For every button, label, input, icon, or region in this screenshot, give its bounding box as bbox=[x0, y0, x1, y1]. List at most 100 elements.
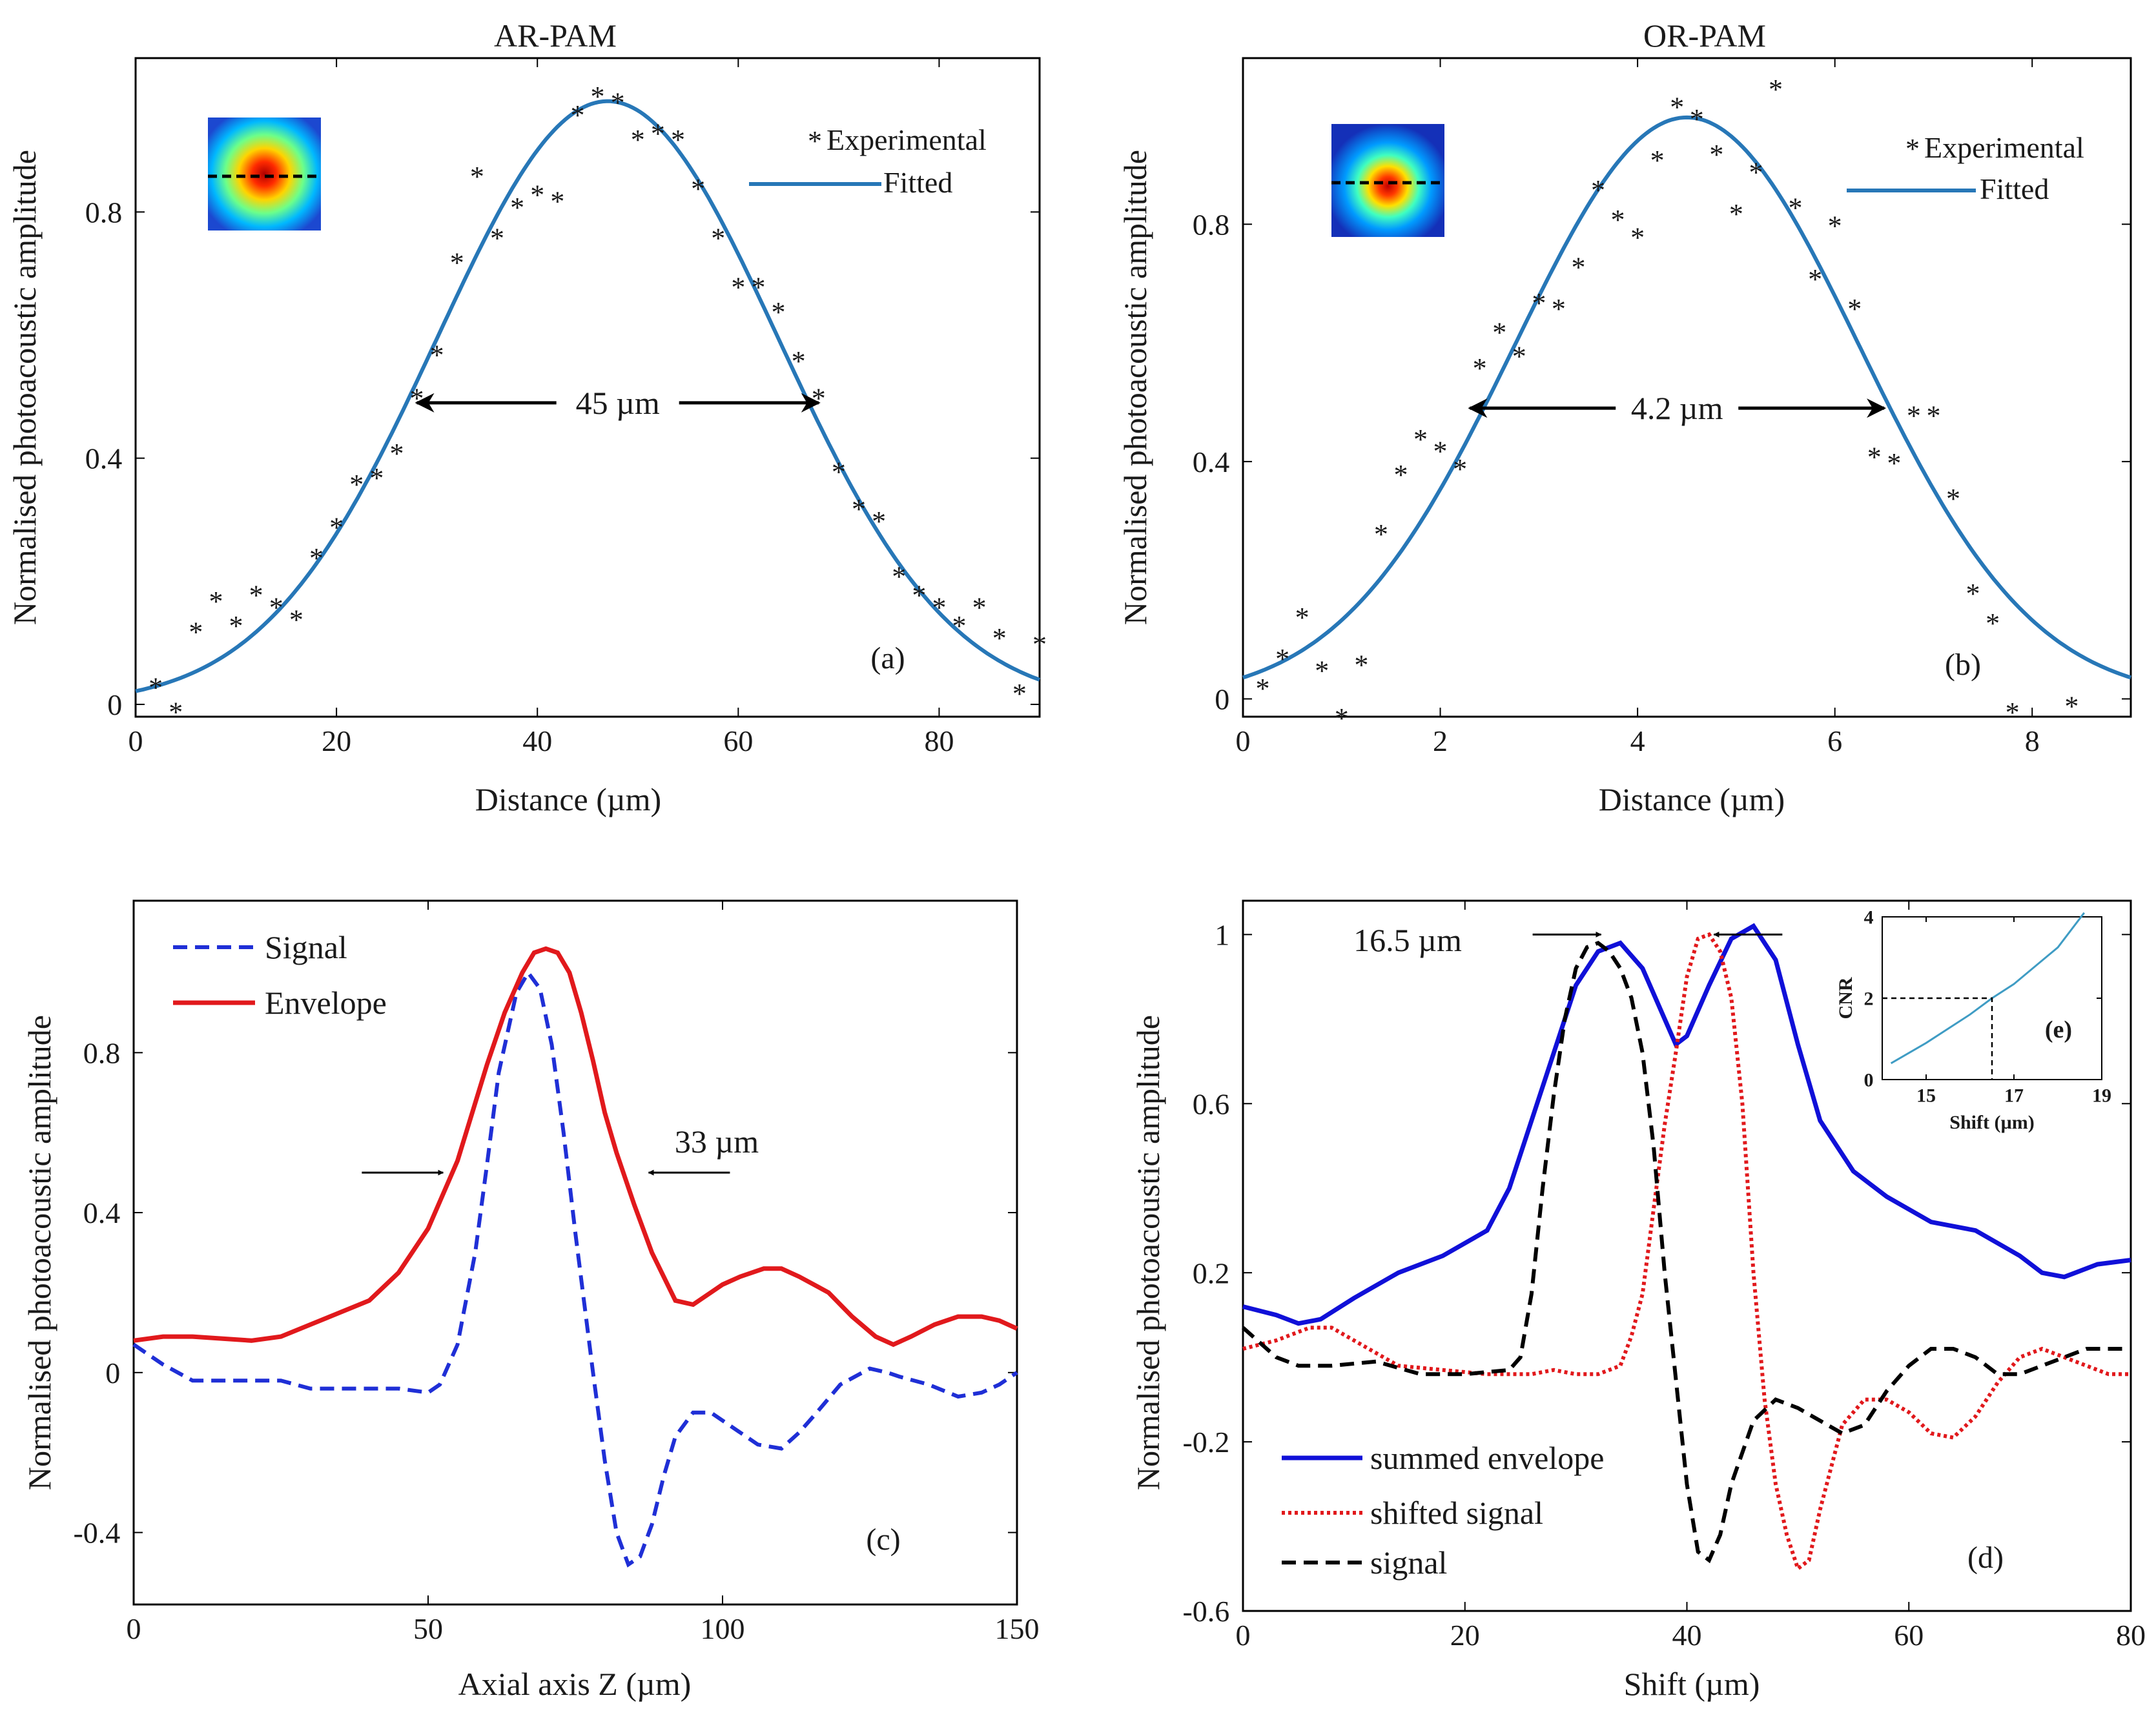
x-tick-label: 100 bbox=[701, 1612, 745, 1645]
panel-e-marker-lines bbox=[1882, 997, 1993, 1080]
panel-b-legend-fitted: Fitted bbox=[1980, 172, 2049, 205]
x-tick-label: 0 bbox=[127, 1612, 141, 1645]
experimental-point: * bbox=[349, 469, 364, 500]
x-tick-label: 50 bbox=[413, 1612, 443, 1645]
y-tick-label: 0 bbox=[107, 688, 122, 721]
experimental-point: * bbox=[611, 87, 625, 119]
experimental-point: * bbox=[1650, 145, 1665, 176]
y-tick-label: -0.4 bbox=[73, 1517, 120, 1550]
x-tick-label: 80 bbox=[2116, 1619, 2146, 1652]
experimental-point: * bbox=[751, 272, 765, 303]
experimental-point: * bbox=[912, 579, 926, 611]
experimental-point: * bbox=[1808, 263, 1822, 295]
x-tick-label: 0 bbox=[1236, 724, 1251, 757]
panel-d-shifted-signal-line bbox=[1242, 932, 2131, 1572]
experimental-point: * bbox=[329, 511, 344, 543]
experimental-point: * bbox=[1926, 400, 1940, 431]
experimental-point: * bbox=[530, 179, 544, 211]
x-tick-label: 0 bbox=[128, 724, 143, 757]
experimental-point: * bbox=[369, 462, 384, 494]
experimental-point: * bbox=[1393, 459, 1408, 491]
panel-d-legend-signal: signal bbox=[1370, 1544, 1447, 1581]
panel-e-ylabel: CNR bbox=[1835, 977, 1856, 1019]
experimental-point: * bbox=[1295, 602, 1309, 633]
experimental-point: * bbox=[792, 345, 806, 377]
experimental-point: * bbox=[1453, 453, 1467, 485]
panel-a-ticks: 0 20 40 60 80 0 0.4 0.8 bbox=[85, 58, 1040, 757]
panel-a-title: AR-PAM bbox=[494, 17, 617, 54]
y-tick-label: 0.6 bbox=[1193, 1087, 1230, 1120]
panel-a-xlabel: Distance (µm) bbox=[475, 781, 661, 817]
experimental-point: * bbox=[1012, 678, 1027, 710]
panel-e-inset: 15 17 19 0 2 4 (e) Shift (µm) CNR bbox=[1835, 907, 2111, 1134]
panel-b-legend: * Experimental Fitted bbox=[1847, 131, 2084, 205]
panel-b-ticks: 0 2 4 6 8 0 0.4 0.8 bbox=[1193, 58, 2131, 757]
experimental-point: * bbox=[711, 222, 725, 254]
panel-b-title: OR-PAM bbox=[1643, 17, 1766, 54]
y-tick-label: 0.4 bbox=[83, 1196, 121, 1229]
experimental-point: * bbox=[269, 591, 283, 623]
experimental-point: * bbox=[1611, 204, 1625, 236]
experimental-point: * bbox=[1966, 578, 1980, 610]
y-tick-label: 0.2 bbox=[1193, 1256, 1230, 1289]
experimental-point: * bbox=[209, 586, 223, 617]
experimental-point: * bbox=[892, 561, 906, 593]
experimental-point: * bbox=[189, 617, 203, 648]
experimental-point: * bbox=[591, 81, 605, 112]
experimental-point: * bbox=[149, 671, 163, 703]
experimental-point: * bbox=[1749, 157, 1763, 189]
experimental-point: * bbox=[1275, 643, 1289, 675]
y-tick-label: 1 bbox=[1215, 918, 1229, 951]
panel-a-ylabel: Normalised photoacoustic amplitude bbox=[6, 150, 43, 625]
panel-e-xlabel: Shift (µm) bbox=[1949, 1112, 2034, 1133]
experimental-point: * bbox=[631, 124, 645, 156]
experimental-point: * bbox=[550, 185, 564, 217]
experimental-point: * bbox=[1413, 424, 1428, 455]
experimental-point: * bbox=[1433, 435, 1448, 467]
y-tick-label: -0.2 bbox=[1182, 1426, 1229, 1459]
y-tick-label: 0.4 bbox=[1193, 446, 1230, 478]
svg-text:*: * bbox=[808, 125, 822, 157]
panel-a-legend: * Experimental Fitted bbox=[749, 123, 987, 199]
panel-d-ylabel: Normalised photoacoustic amplitude bbox=[1130, 1015, 1166, 1490]
panel-a-legend-fitted: Fitted bbox=[883, 166, 952, 199]
panel-b-fwhm-label: 4.2 µm bbox=[1631, 390, 1723, 426]
y-tick-label: 0.8 bbox=[1193, 208, 1230, 241]
panel-d-legend-summed-envelope: summed envelope bbox=[1370, 1440, 1604, 1476]
x-tick-label: 80 bbox=[924, 724, 954, 757]
panel-d: 0 20 40 60 80-0.6-0.20.20.61 16.5 µm summed … bbox=[1130, 899, 2146, 1702]
experimental-point: * bbox=[309, 542, 323, 574]
panel-a-fwhm-label-bg bbox=[556, 383, 679, 422]
experimental-point: * bbox=[1256, 673, 1270, 704]
experimental-point: * bbox=[832, 456, 846, 488]
experimental-point: * bbox=[691, 173, 705, 205]
panel-a-legend-experimental: Experimental bbox=[826, 123, 987, 156]
experimental-point: * bbox=[1847, 293, 1862, 325]
experimental-point: * bbox=[1512, 340, 1526, 372]
x-tick-label: 6 bbox=[1827, 724, 1842, 757]
panel-a-fitted-curve bbox=[135, 99, 1041, 693]
x-tick-label: 8 bbox=[2025, 724, 2040, 757]
panel-d-signal-line bbox=[1242, 941, 2131, 1564]
experimental-point: * bbox=[872, 506, 886, 537]
experimental-point: * bbox=[1032, 629, 1047, 661]
panel-c: 0 50 100 150 -0.4 0 0.4 0.8 33 µm Signal Envelo… bbox=[21, 899, 1040, 1702]
panel-a-inset-image bbox=[208, 118, 321, 231]
experimental-point: * bbox=[1315, 655, 1329, 686]
panel-c-fwhm-label: 33 µm bbox=[675, 1123, 759, 1160]
x-tick-label: 60 bbox=[1894, 1619, 1924, 1652]
panel-e-label: (e) bbox=[2045, 1016, 2072, 1043]
x-tick-label: 0 bbox=[1236, 1619, 1251, 1652]
x-tick-label: 19 bbox=[2092, 1085, 2111, 1107]
x-tick-label: 20 bbox=[1450, 1619, 1480, 1652]
experimental-point: * bbox=[1867, 442, 1882, 473]
panel-b-label: (b) bbox=[1945, 648, 1981, 682]
experimental-point: * bbox=[249, 579, 263, 611]
x-tick-label: 60 bbox=[723, 724, 753, 757]
y-tick-label: 0 bbox=[105, 1357, 120, 1389]
experimental-point: * bbox=[1887, 447, 1901, 479]
x-tick-label: 40 bbox=[1672, 1619, 1702, 1652]
experimental-point: * bbox=[852, 493, 866, 525]
experimental-point: * bbox=[1492, 317, 1506, 349]
